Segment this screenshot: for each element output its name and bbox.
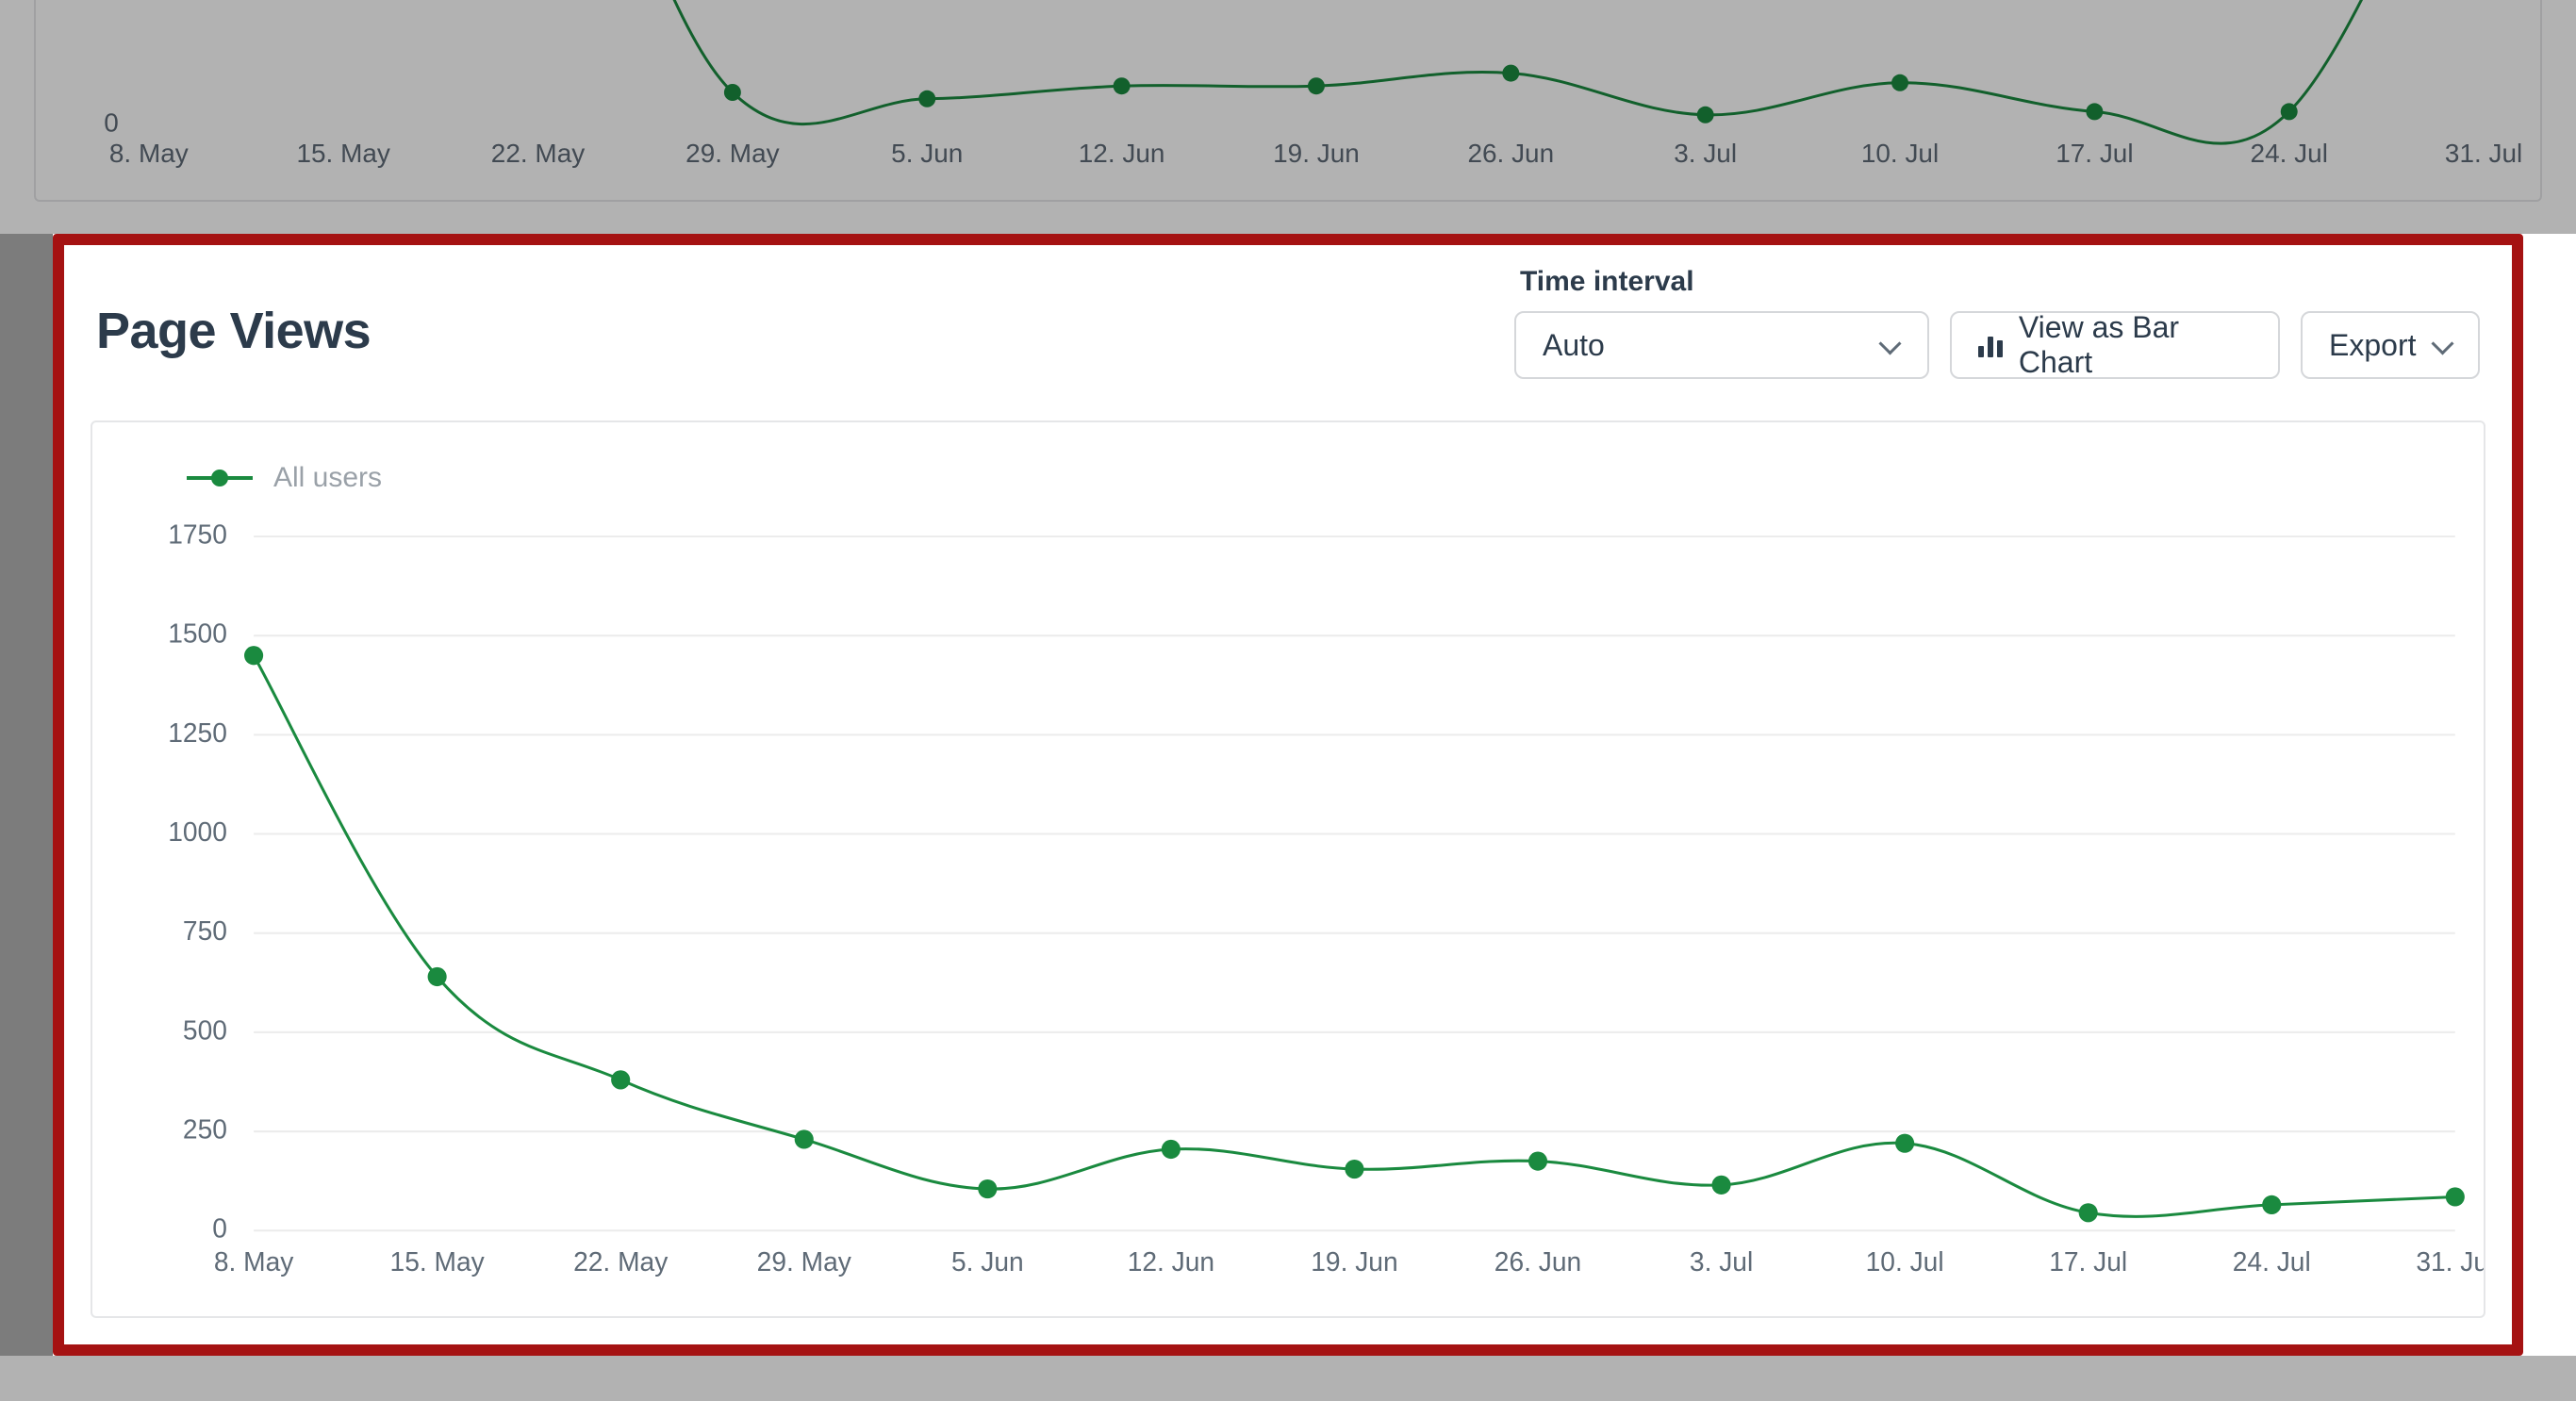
page-views-panel: Page Views Time interval Auto View as Ba… <box>53 234 2523 1356</box>
svg-text:1000: 1000 <box>168 816 227 847</box>
chevron-down-icon <box>1878 334 1901 356</box>
dim-overlay-right <box>0 234 53 1356</box>
bar-chart-button-label: View as Bar Chart <box>2019 310 2252 380</box>
svg-text:8. May: 8. May <box>214 1246 294 1277</box>
svg-text:12. Jun: 12. Jun <box>1079 139 1165 168</box>
dim-overlay-bottom <box>0 1356 2576 1401</box>
svg-text:26. Jun: 26. Jun <box>1494 1246 1581 1277</box>
svg-text:3. Jul: 3. Jul <box>1674 139 1737 168</box>
chart-legend[interactable]: All users <box>187 462 382 494</box>
svg-text:8. May: 8. May <box>109 139 189 168</box>
panel-header: Page Views Time interval Auto View as Ba… <box>64 245 2512 379</box>
panel-controls: Time interval Auto View as Bar Chart Exp… <box>1514 266 2480 379</box>
svg-text:1750: 1750 <box>168 519 227 549</box>
svg-text:17. Jul: 17. Jul <box>2056 139 2133 168</box>
legend-label: All users <box>273 462 382 494</box>
svg-text:750: 750 <box>183 915 227 946</box>
svg-text:24. Jul: 24. Jul <box>2233 1246 2311 1277</box>
svg-text:19. Jun: 19. Jun <box>1273 139 1360 168</box>
svg-text:15. May: 15. May <box>390 1246 486 1277</box>
time-interval-value: Auto <box>1543 328 1863 363</box>
svg-text:250: 250 <box>183 1113 227 1144</box>
legend-swatch-icon <box>187 476 253 480</box>
svg-text:29. May: 29. May <box>685 139 779 168</box>
svg-text:1500: 1500 <box>168 618 227 649</box>
time-interval-label: Time interval <box>1514 266 2480 298</box>
page-title: Page Views <box>96 302 371 360</box>
svg-text:5. Jun: 5. Jun <box>951 1246 1024 1277</box>
background-chart-panel: 08. May 15. May 22. May 29. May 5. Jun 12. Ju… <box>34 0 2542 202</box>
svg-text:22. May: 22. May <box>573 1246 669 1277</box>
export-button-label: Export <box>2329 328 2416 363</box>
svg-text:22. May: 22. May <box>491 139 585 168</box>
dim-overlay-left <box>0 234 53 1356</box>
svg-text:5. Jun: 5. Jun <box>891 139 963 168</box>
time-interval-select[interactable]: Auto <box>1514 311 1929 379</box>
svg-text:0: 0 <box>104 107 119 137</box>
svg-text:3. Jul: 3. Jul <box>1690 1246 1753 1277</box>
svg-text:0: 0 <box>212 1213 227 1244</box>
svg-text:17. Jul: 17. Jul <box>2049 1246 2127 1277</box>
svg-text:29. May: 29. May <box>757 1246 852 1277</box>
bar-chart-icon <box>1978 333 2004 357</box>
svg-text:31. Jul: 31. Jul <box>2416 1246 2484 1277</box>
view-as-bar-chart-button[interactable]: View as Bar Chart <box>1950 311 2280 379</box>
svg-text:10. Jul: 10. Jul <box>1866 1246 1944 1277</box>
chevron-down-icon <box>2431 334 2452 356</box>
svg-text:12. Jun: 12. Jun <box>1128 1246 1214 1277</box>
svg-text:24. Jul: 24. Jul <box>2251 139 2328 168</box>
svg-text:31. Jul: 31. Jul <box>2445 139 2522 168</box>
svg-text:10. Jul: 10. Jul <box>1861 139 1939 168</box>
svg-text:500: 500 <box>183 1014 227 1045</box>
page-views-chart: All users 0 250 500 750 1000 1250 1500 1750 8. M… <box>91 420 2485 1318</box>
svg-text:1250: 1250 <box>168 717 227 748</box>
svg-text:19. Jun: 19. Jun <box>1311 1246 1397 1277</box>
svg-text:15. May: 15. May <box>296 139 389 168</box>
svg-text:26. Jun: 26. Jun <box>1467 139 1554 168</box>
export-button[interactable]: Export <box>2301 311 2480 379</box>
